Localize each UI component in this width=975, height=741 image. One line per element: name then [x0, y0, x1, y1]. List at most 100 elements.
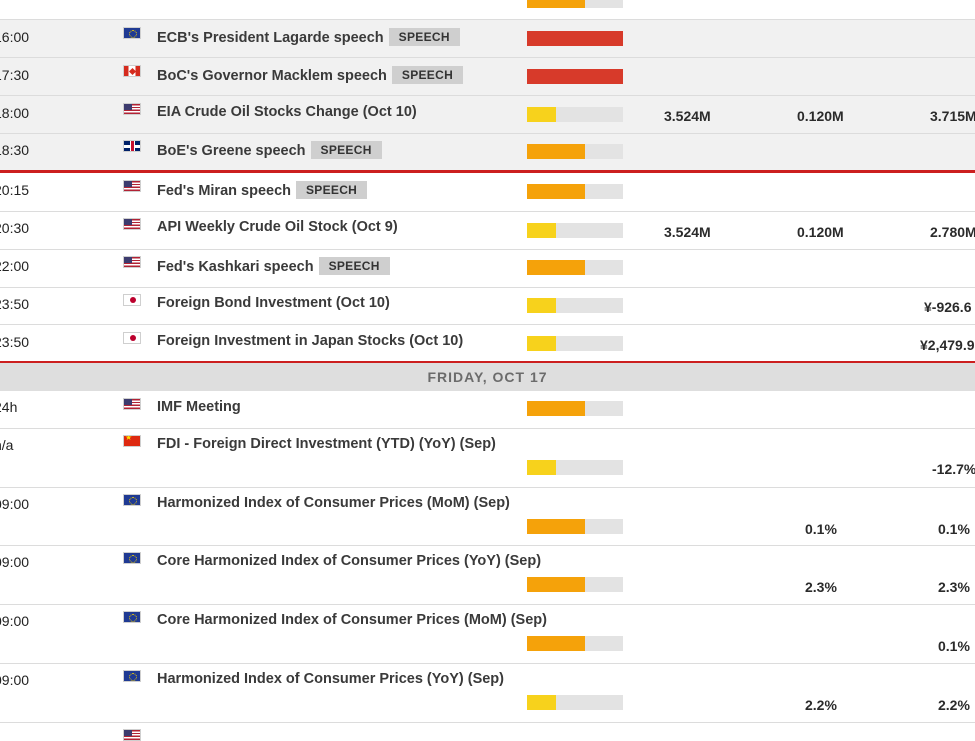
day-header: FRIDAY, OCT 17	[0, 363, 975, 391]
time-divider	[0, 170, 975, 173]
event-row[interactable]: 09:00 Harmonized Index of Consumer Price…	[0, 488, 975, 546]
previous-value: 2.780M	[930, 224, 975, 240]
event-time: 09:00	[0, 613, 30, 629]
event-time: 17:30	[0, 67, 30, 83]
impact-bar-medium	[527, 401, 623, 416]
previous-value: 2.3%	[938, 579, 970, 595]
event-title[interactable]: Fed's Miran speech SPEECH	[157, 181, 368, 199]
impact-bar-high	[527, 69, 623, 84]
event-title[interactable]: FDI - Foreign Direct Investment (YTD) (Y…	[157, 436, 496, 452]
impact-bar-medium	[527, 260, 623, 275]
event-time: 09:00	[0, 496, 30, 512]
eu-flag-icon	[123, 611, 141, 623]
us-flag-icon	[123, 218, 141, 230]
event-time: 22:00	[0, 258, 30, 274]
impact-bar-medium	[527, 577, 623, 592]
us-flag-icon	[123, 398, 141, 410]
eu-flag-icon	[123, 494, 141, 506]
eu-flag-icon	[123, 27, 141, 39]
previous-value: 0.1%	[938, 521, 970, 537]
event-title[interactable]: Foreign Investment in Japan Stocks (Oct …	[157, 333, 464, 349]
event-title[interactable]: ECB's President Lagarde speech SPEECH	[157, 28, 460, 46]
event-row[interactable]: 18:00 EIA Crude Oil Stocks Change (Oct 1…	[0, 96, 975, 134]
event-title[interactable]: API Weekly Crude Oil Stock (Oct 9)	[157, 219, 398, 235]
impact-bar-low	[527, 336, 623, 351]
partial-row-bottom	[0, 723, 975, 741]
us-flag-icon	[123, 103, 141, 115]
speech-badge: SPEECH	[296, 181, 368, 199]
event-time: n/a	[0, 437, 14, 453]
event-time: 23:50	[0, 334, 30, 350]
event-title[interactable]: Fed's Kashkari speech SPEECH	[157, 257, 390, 275]
event-time: 24h	[0, 399, 18, 415]
canada-flag-icon	[123, 65, 141, 77]
speech-badge: SPEECH	[388, 28, 460, 46]
previous-value: 2.2%	[938, 697, 970, 713]
event-row[interactable]: 17:30 BoC's Governor Macklem speechSPEEC…	[0, 58, 975, 96]
consensus-value: 0.120M	[797, 108, 844, 124]
previous-value: 3.715M	[930, 108, 975, 124]
event-row[interactable]: 24h IMF Meeting	[0, 391, 975, 429]
impact-bar-low	[527, 223, 623, 238]
impact-bar-medium	[527, 636, 623, 651]
impact-bar-low	[527, 107, 623, 122]
event-time: 16:00	[0, 29, 30, 45]
event-row[interactable]: n/a FDI - Foreign Direct Investment (YTD…	[0, 429, 975, 488]
event-title[interactable]: EIA Crude Oil Stocks Change (Oct 10)	[157, 104, 417, 120]
event-row[interactable]: 16:00 ECB's President Lagarde speechSPEE…	[0, 20, 975, 58]
speech-badge: SPEECH	[391, 66, 464, 84]
event-time: 09:00	[0, 672, 30, 688]
event-row[interactable]: 23:50 Foreign Investment in Japan Stocks…	[0, 325, 975, 361]
us-flag-icon	[123, 729, 141, 741]
actual-value: 3.524M	[664, 224, 711, 240]
event-row[interactable]: 09:00 Core Harmonized Index of Consumer …	[0, 605, 975, 664]
impact-bar-high	[527, 31, 623, 46]
event-title[interactable]: Core Harmonized Index of Consumer Prices…	[157, 553, 542, 569]
partial-row-top	[0, 0, 975, 20]
previous-value: ¥2,479.9	[920, 337, 975, 353]
event-title[interactable]: BoC's Governor Macklem speech SPEECH	[157, 66, 464, 84]
consensus-value: 0.1%	[805, 521, 837, 537]
event-title[interactable]: Foreign Bond Investment (Oct 10)	[157, 295, 390, 311]
event-title[interactable]: IMF Meeting	[157, 399, 241, 415]
event-row[interactable]: 23:50 Foreign Bond Investment (Oct 10) ¥…	[0, 288, 975, 325]
uk-flag-icon	[123, 140, 141, 152]
event-row[interactable]: 09:00 Core Harmonized Index of Consumer …	[0, 546, 975, 605]
event-time: 18:30	[0, 142, 30, 158]
consensus-value: 2.3%	[805, 579, 837, 595]
event-time: 09:00	[0, 554, 30, 570]
impact-bar-low	[527, 460, 623, 475]
previous-value: -12.7%	[932, 461, 975, 477]
event-title[interactable]: Harmonized Index of Consumer Prices (YoY…	[157, 671, 504, 687]
speech-badge: SPEECH	[310, 141, 382, 159]
event-time: 20:30	[0, 220, 30, 236]
event-title[interactable]: Harmonized Index of Consumer Prices (MoM…	[157, 495, 510, 511]
impact-bar-medium	[527, 184, 623, 199]
impact-bar-low	[527, 298, 623, 313]
us-flag-icon	[123, 180, 141, 192]
china-flag-icon	[123, 435, 141, 447]
event-row[interactable]: 20:30 API Weekly Crude Oil Stock (Oct 9)…	[0, 212, 975, 250]
eu-flag-icon	[123, 670, 141, 682]
impact-bar-low	[527, 695, 623, 710]
impact-bar-medium	[527, 144, 623, 159]
impact-bar	[527, 0, 623, 8]
previous-value: ¥-926.6	[924, 299, 972, 315]
eu-flag-icon	[123, 552, 141, 564]
event-title[interactable]: BoE's Greene speech SPEECH	[157, 141, 382, 159]
consensus-value: 2.2%	[805, 697, 837, 713]
event-title[interactable]: Core Harmonized Index of Consumer Prices…	[157, 612, 547, 628]
previous-value: 0.1%	[938, 638, 970, 654]
impact-bar-medium	[527, 519, 623, 534]
actual-value: 3.524M	[664, 108, 711, 124]
japan-flag-icon	[123, 332, 141, 344]
event-time: 20:15	[0, 182, 30, 198]
event-time: 18:00	[0, 105, 30, 121]
speech-badge: SPEECH	[318, 257, 390, 275]
consensus-value: 0.120M	[797, 224, 844, 240]
event-row[interactable]: 09:00 Harmonized Index of Consumer Price…	[0, 664, 975, 723]
event-time: 23:50	[0, 296, 30, 312]
